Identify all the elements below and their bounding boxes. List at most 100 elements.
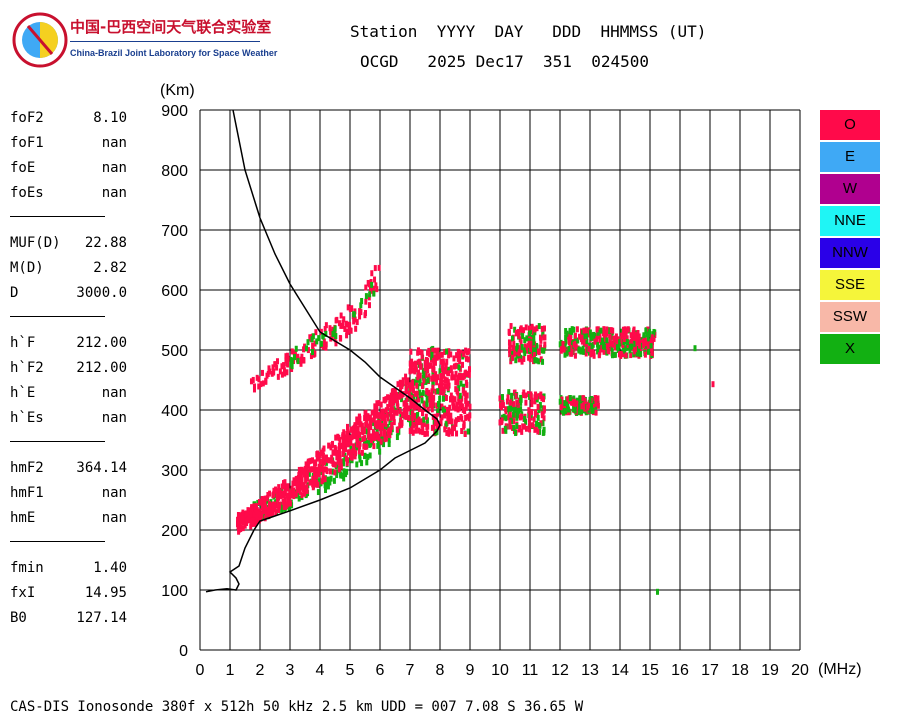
- o-echo-point: [349, 306, 353, 313]
- o-echo-point: [365, 416, 369, 423]
- o-echo-point: [359, 309, 363, 316]
- far-echo-point: [512, 340, 516, 347]
- o-echo-point: [447, 370, 451, 377]
- far-echo-point: [530, 337, 534, 344]
- o-echo-point: [355, 418, 359, 425]
- param-row: fmin 1.40: [10, 560, 127, 576]
- o-echo-point: [458, 402, 462, 409]
- o-echo-point: [384, 435, 388, 442]
- o-echo-point: [291, 480, 295, 487]
- o-echo-point: [371, 434, 375, 441]
- far-echo-point: [647, 348, 651, 355]
- far-echo-point: [527, 335, 531, 342]
- o-echo-point: [398, 422, 402, 429]
- isolated-echo-point: [711, 381, 715, 388]
- o-echo-point: [322, 338, 326, 345]
- legend-item-sse: SSE: [820, 270, 880, 300]
- o-echo-point: [310, 466, 314, 473]
- far-echo-point: [595, 326, 599, 333]
- echo-traces: [236, 264, 715, 595]
- o-echo-point: [451, 399, 455, 406]
- far-echo-point: [518, 347, 522, 354]
- far-echo-point: [636, 350, 640, 357]
- far-echo-point: [518, 336, 522, 343]
- o-echo-point: [293, 480, 297, 487]
- far-echo-point: [578, 395, 582, 402]
- o-echo-point: [391, 388, 395, 395]
- o-echo-point: [345, 328, 349, 335]
- o-echo-point: [375, 412, 379, 419]
- o-echo-point: [370, 409, 374, 416]
- o-echo-point: [384, 407, 388, 414]
- far-echo-point: [520, 358, 524, 365]
- x-echo-point: [366, 439, 370, 446]
- o-echo-point: [398, 408, 402, 415]
- o-echo-point: [277, 507, 281, 514]
- far-echo-point: [514, 430, 518, 437]
- param-row: foEs nan: [10, 185, 127, 201]
- o-echo-point: [435, 379, 439, 386]
- o-echo-point: [452, 424, 456, 431]
- o-echo-point: [443, 426, 447, 433]
- y-tick-label: 700: [161, 223, 188, 240]
- o-echo-point: [328, 457, 332, 464]
- o-echo-point: [426, 406, 430, 413]
- o-echo-point: [334, 434, 338, 441]
- far-echo-point: [515, 422, 519, 429]
- o-echo-point: [348, 322, 352, 329]
- far-echo-point: [585, 338, 589, 345]
- o-echo-point: [353, 316, 357, 323]
- o-echo-point: [266, 492, 270, 499]
- o-echo-point: [455, 362, 459, 369]
- far-echo-point: [565, 350, 569, 357]
- o-echo-point: [339, 312, 343, 319]
- far-echo-point: [621, 351, 625, 358]
- o-echo-point: [423, 359, 427, 366]
- o-echo-point: [447, 352, 451, 359]
- far-echo-point: [615, 339, 619, 346]
- far-echo-point: [619, 350, 623, 357]
- o-echo-point: [346, 430, 350, 437]
- o-echo-point: [454, 370, 458, 377]
- o-echo-point: [393, 387, 397, 394]
- o-echo-point: [425, 417, 429, 424]
- o-echo-point: [295, 480, 299, 487]
- far-echo-point: [536, 414, 540, 421]
- o-echo-point: [313, 481, 317, 488]
- far-echo-point: [536, 428, 540, 435]
- y-tick-labels: 0 100 200 300 400 500 600 700 800 900: [161, 103, 188, 660]
- o-echo-point: [464, 347, 468, 354]
- far-echo-point: [629, 332, 633, 339]
- o-echo-point: [417, 427, 421, 434]
- o-echo-point: [440, 379, 444, 386]
- o-echo-point: [451, 395, 455, 402]
- o-echo-point: [428, 396, 432, 403]
- x-tick-label: 14: [611, 662, 629, 679]
- x-echo-point: [376, 440, 380, 447]
- o-echo-point: [449, 396, 453, 403]
- far-echo-point: [589, 351, 593, 358]
- o-echo-point: [456, 348, 460, 355]
- far-echo-point: [581, 345, 585, 352]
- far-echo-point: [580, 403, 584, 410]
- isolated-echo-point: [693, 345, 697, 352]
- far-echo-point: [628, 347, 632, 354]
- far-echo-point: [532, 416, 536, 423]
- o-echo-point: [447, 410, 451, 417]
- o-echo-point: [418, 372, 422, 379]
- legend-item-w: W: [820, 174, 880, 204]
- o-echo-point: [454, 420, 458, 427]
- x-tick-label: 0: [196, 662, 205, 679]
- o-echo-point: [395, 426, 399, 433]
- far-echo-point: [573, 352, 577, 359]
- o-echo-point: [238, 518, 242, 525]
- o-echo-point: [343, 325, 347, 332]
- o-echo-point: [405, 396, 409, 403]
- x-echo-point: [335, 469, 339, 476]
- far-echo-point: [592, 402, 596, 409]
- x-echo-point: [294, 345, 298, 352]
- o-echo-point: [283, 370, 287, 377]
- logo-divider: [70, 41, 260, 42]
- far-echo-point: [515, 343, 519, 350]
- o-echo-point: [465, 370, 469, 377]
